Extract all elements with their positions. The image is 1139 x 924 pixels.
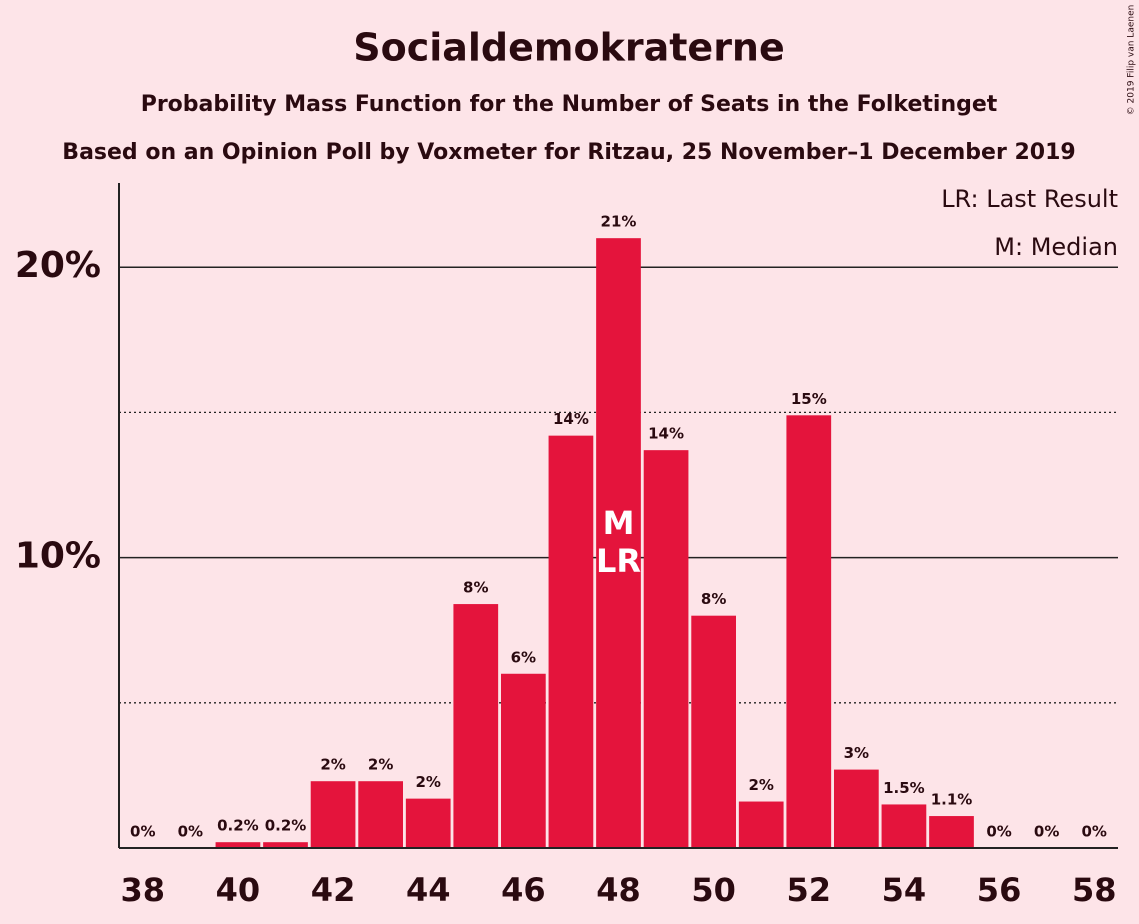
bar: [929, 816, 974, 848]
legend-note: M: Median: [994, 233, 1118, 261]
bar: [358, 781, 404, 848]
x-tick-label: 44: [406, 871, 451, 909]
value-label: 2%: [368, 756, 393, 774]
bar: [596, 238, 641, 848]
bar: [263, 842, 308, 848]
value-label: 21%: [601, 213, 637, 231]
value-label: 6%: [511, 648, 536, 666]
credit: © 2019 Filip van Laenen: [1127, 5, 1137, 116]
value-label: 14%: [553, 410, 589, 428]
value-label: 0%: [986, 823, 1011, 841]
bar: [500, 673, 546, 848]
value-label: 1.5%: [883, 779, 925, 797]
chart-subtitle: Probability Mass Function for the Number…: [141, 92, 998, 117]
value-label: 0%: [1081, 823, 1106, 841]
bar: [310, 781, 356, 848]
value-label: 15%: [791, 390, 827, 408]
annotation: M: [603, 504, 635, 542]
value-label: 2%: [415, 773, 440, 791]
value-label: 0%: [130, 823, 155, 841]
value-label: 8%: [463, 579, 488, 597]
x-tick-label: 46: [501, 871, 546, 909]
x-tick-label: 54: [882, 871, 927, 909]
value-label: 0%: [178, 823, 203, 841]
value-label: 2%: [320, 756, 345, 774]
bar: [786, 415, 832, 848]
bar: [881, 804, 927, 848]
chart-subtitle: Based on an Opinion Poll by Voxmeter for…: [62, 140, 1075, 165]
value-label: 3%: [844, 744, 869, 762]
x-tick-label: 40: [216, 871, 261, 909]
value-label: 0%: [1034, 823, 1059, 841]
value-label: 2%: [748, 776, 773, 794]
x-tick-label: 50: [691, 871, 736, 909]
y-tick-label: 20%: [15, 245, 101, 286]
bar: [453, 604, 499, 848]
value-label: 14%: [648, 425, 684, 443]
value-label: 0.2%: [265, 817, 307, 835]
x-tick-label: 48: [596, 871, 641, 909]
bar: [643, 450, 689, 848]
x-tick-label: 52: [787, 871, 832, 909]
chart-title: Socialdemokraterne: [353, 26, 785, 70]
value-label: 0.2%: [217, 817, 259, 835]
annotation: LR: [596, 542, 641, 580]
bar: [405, 798, 451, 848]
value-label: 8%: [701, 590, 726, 608]
bar: [691, 615, 737, 848]
legend-note: LR: Last Result: [941, 185, 1118, 213]
y-tick-label: 10%: [15, 536, 101, 577]
x-tick-label: 38: [121, 871, 166, 909]
x-tick-label: 56: [977, 871, 1022, 909]
x-tick-label: 58: [1072, 871, 1117, 909]
bar: [548, 435, 594, 848]
value-label: 1.1%: [931, 791, 973, 809]
bar: [215, 842, 261, 848]
bar: [738, 801, 784, 848]
bar: [833, 769, 879, 848]
x-tick-label: 42: [311, 871, 356, 909]
